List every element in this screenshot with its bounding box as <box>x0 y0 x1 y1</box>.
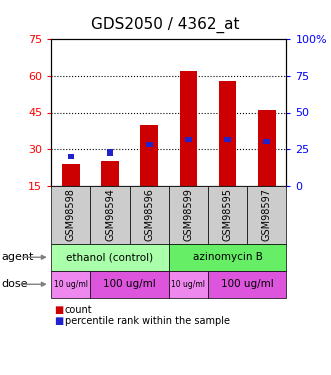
Bar <box>62 164 80 186</box>
Text: GDS2050 / 4362_at: GDS2050 / 4362_at <box>91 17 240 33</box>
Bar <box>140 124 158 186</box>
Text: GSM98594: GSM98594 <box>105 188 115 241</box>
Text: GSM98599: GSM98599 <box>183 188 193 241</box>
Bar <box>146 142 153 147</box>
Text: percentile rank within the sample: percentile rank within the sample <box>65 316 229 326</box>
Text: count: count <box>65 305 92 315</box>
Bar <box>185 137 192 142</box>
Text: GSM98596: GSM98596 <box>144 188 154 241</box>
Bar <box>68 154 74 159</box>
Text: GSM98595: GSM98595 <box>222 188 233 241</box>
Text: dose: dose <box>2 279 28 289</box>
Bar <box>258 110 275 186</box>
Bar <box>224 137 231 142</box>
Text: 100 ug/ml: 100 ug/ml <box>221 279 273 289</box>
Text: GSM98597: GSM98597 <box>262 188 272 241</box>
Text: agent: agent <box>2 252 34 262</box>
Text: 10 ug/ml: 10 ug/ml <box>54 280 88 289</box>
Text: azinomycin B: azinomycin B <box>193 252 262 262</box>
Text: GSM98598: GSM98598 <box>66 188 76 241</box>
Bar <box>263 140 270 144</box>
Text: ■: ■ <box>55 316 64 326</box>
Text: 10 ug/ml: 10 ug/ml <box>171 280 206 289</box>
Text: 100 ug/ml: 100 ug/ml <box>103 279 156 289</box>
Bar <box>107 149 114 156</box>
Bar <box>180 71 197 186</box>
Text: ethanol (control): ethanol (control) <box>67 252 154 262</box>
Text: ■: ■ <box>55 305 64 315</box>
Bar <box>219 81 236 186</box>
Bar <box>101 161 119 186</box>
